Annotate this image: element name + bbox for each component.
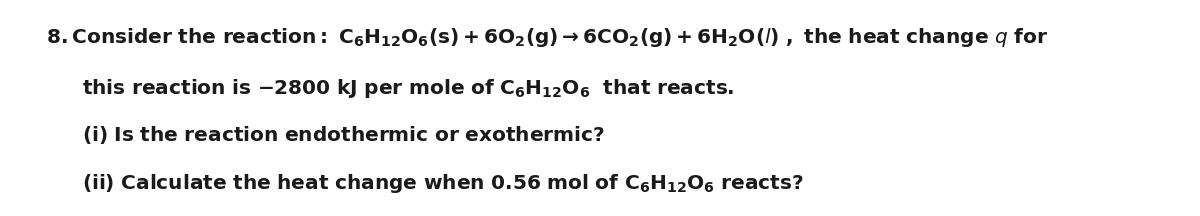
Text: $\mathbf{(ii)\ Calculate\ the\ heat\ change\ when\ 0.56\ mol\ of\ C_{6}H_{12}O_{: $\mathbf{(ii)\ Calculate\ the\ heat\ cha… [82, 172, 804, 195]
Text: $\mathbf{this\ reaction\ is\ {-}2800\ kJ\ per\ mole\ of\ C_{6}H_{12}O_{6}\ \ tha: $\mathbf{this\ reaction\ is\ {-}2800\ kJ… [82, 77, 734, 100]
Text: $\mathbf{(i)\ Is\ the\ reaction\ endothermic\ or\ exothermic?}$: $\mathbf{(i)\ Is\ the\ reaction\ endothe… [82, 124, 605, 146]
Text: $\mathbf{8. Consider\ the\ reaction:\ C_{6}H_{12}O_{6}(s) + 6O_{2}(g) \rightarro: $\mathbf{8. Consider\ the\ reaction:\ C_… [46, 26, 1048, 49]
